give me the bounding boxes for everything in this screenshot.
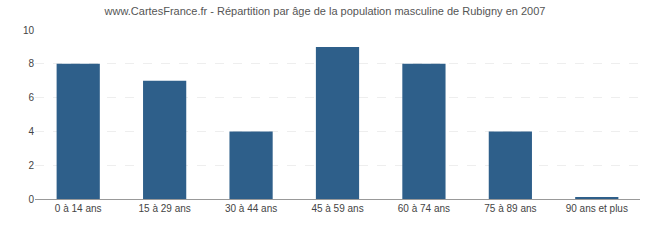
svg-text:4: 4: [28, 126, 34, 137]
svg-text:45 à 59 ans: 45 à 59 ans: [311, 203, 363, 214]
svg-text:60 à 74 ans: 60 à 74 ans: [398, 203, 450, 214]
svg-text:8: 8: [28, 58, 34, 69]
svg-text:2: 2: [28, 160, 34, 171]
svg-text:www.CartesFrance.fr - Répartit: www.CartesFrance.fr - Répartition par âg…: [104, 5, 546, 17]
svg-text:0: 0: [28, 194, 34, 205]
svg-text:30 à 44 ans: 30 à 44 ans: [225, 203, 277, 214]
svg-text:10: 10: [23, 25, 35, 36]
svg-text:0 à 14 ans: 0 à 14 ans: [55, 203, 102, 214]
svg-text:15 à 29 ans: 15 à 29 ans: [139, 203, 191, 214]
svg-text:90 ans et plus: 90 ans et plus: [566, 203, 628, 214]
svg-text:75 à 89 ans: 75 à 89 ans: [484, 203, 536, 214]
svg-text:6: 6: [28, 92, 34, 103]
